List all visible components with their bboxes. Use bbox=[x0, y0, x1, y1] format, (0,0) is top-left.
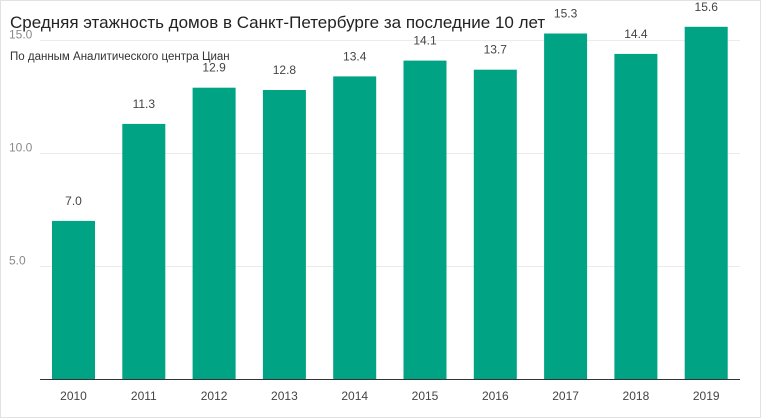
data-label-2010: 7.0 bbox=[65, 194, 82, 208]
bar-2012[interactable] bbox=[192, 87, 236, 379]
data-label-2017: 15.3 bbox=[554, 7, 578, 21]
bar-2018[interactable] bbox=[614, 53, 658, 380]
data-label-2019: 15.6 bbox=[695, 0, 719, 14]
x-tick-label-2014: 2014 bbox=[341, 389, 368, 403]
bar-2011[interactable] bbox=[122, 123, 166, 380]
chart-title: Средняя этажность домов в Санкт-Петербур… bbox=[10, 13, 546, 32]
data-label-2015: 14.1 bbox=[413, 34, 437, 48]
bar-2019[interactable] bbox=[684, 26, 728, 380]
x-axis-ticks: 2010 2011 2012 2013 2014 2015 2016 2017 2018 2019 bbox=[60, 389, 720, 403]
bar-2017[interactable] bbox=[544, 33, 588, 380]
bars bbox=[52, 26, 728, 380]
x-tick-label-2019: 2019 bbox=[693, 389, 720, 403]
x-tick-label-2010: 2010 bbox=[60, 389, 87, 403]
data-label-2018: 14.4 bbox=[624, 27, 648, 41]
y-tick-label: 5.0 bbox=[9, 254, 26, 268]
x-tick-label-2015: 2015 bbox=[412, 389, 439, 403]
bar-2015[interactable] bbox=[403, 60, 447, 379]
y-axis-ticks: 5.0 10.0 15.0 bbox=[9, 28, 33, 268]
bar-2016[interactable] bbox=[473, 69, 517, 379]
bar-2010[interactable] bbox=[52, 220, 95, 379]
data-label-2013: 12.8 bbox=[273, 63, 297, 77]
data-labels: 7.0 11.3 12.9 12.8 13.4 14.1 13.7 15.3 14.4 15.6 bbox=[65, 0, 718, 208]
bar-2013[interactable] bbox=[262, 90, 306, 379]
x-tick-label-2017: 2017 bbox=[552, 389, 579, 403]
data-label-2011: 11.3 bbox=[133, 97, 156, 111]
x-tick-label-2011: 2011 bbox=[131, 389, 157, 403]
y-tick-label: 10.0 bbox=[9, 141, 33, 155]
data-label-2016: 13.7 bbox=[484, 43, 508, 57]
y-tick-label: 15.0 bbox=[9, 28, 33, 42]
chart-subtitle: По данным Аналитического центра Циан bbox=[10, 51, 230, 63]
x-tick-label-2016: 2016 bbox=[482, 389, 509, 403]
data-label-2014: 13.4 bbox=[343, 49, 367, 63]
x-tick-label-2018: 2018 bbox=[623, 389, 650, 403]
bar-2014[interactable] bbox=[333, 76, 377, 380]
data-label-2012: 12.9 bbox=[202, 61, 226, 75]
x-tick-label-2012: 2012 bbox=[201, 389, 228, 403]
x-tick-label-2013: 2013 bbox=[271, 389, 298, 403]
